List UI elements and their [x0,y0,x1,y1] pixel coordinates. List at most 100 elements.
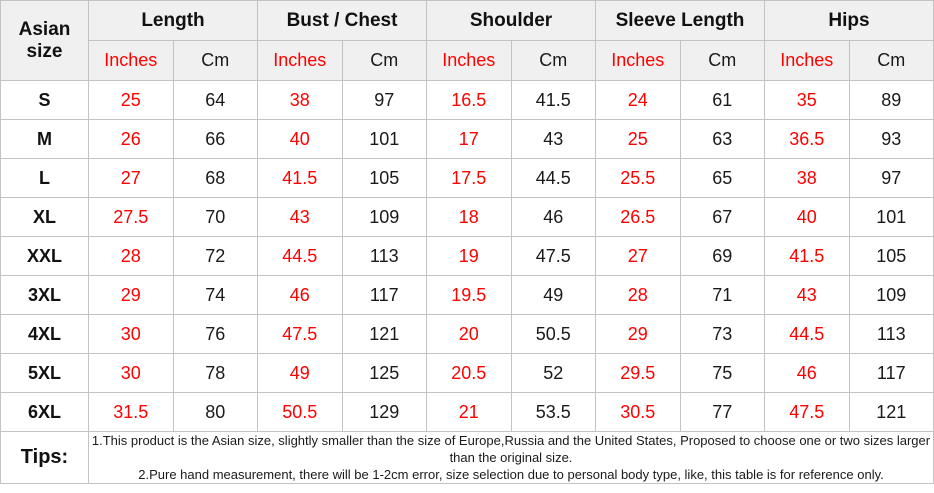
size-label: 4XL [0,314,89,354]
unit-header-hips-inches: Inches [764,40,850,81]
group-header-sleeve-length: Sleeve Length [595,0,765,41]
cm-value-cell: 73 [679,314,765,354]
cm-value-cell: 129 [341,392,427,432]
table-row: 6XL 31.5 80 50.5 129 21 53.5 30.5 77 47.5 121 [0,392,934,432]
inches-value-cell: 19 [426,236,512,276]
table-row: 4XL 30 76 47.5 121 20 50.5 29 73 44.5 113 [0,314,934,354]
unit-header-bust-cm: Cm [341,40,427,81]
inches-value-cell: 24 [595,80,681,120]
cm-value-cell: 125 [341,353,427,393]
table-row: XXL 28 72 44.5 113 19 47.5 27 69 41.5 105 [0,236,934,276]
inches-value-cell: 46 [764,353,850,393]
unit-header-length-inches: Inches [88,40,174,81]
table-row: L 27 68 41.5 105 17.5 44.5 25.5 65 38 97 [0,158,934,198]
unit-header-length-cm: Cm [172,40,258,81]
inches-value-cell: 40 [764,197,850,237]
size-label: 3XL [0,275,89,315]
size-label: XXL [0,236,89,276]
cm-value-cell: 117 [848,353,934,393]
cm-value-cell: 50.5 [510,314,596,354]
inches-value-cell: 25.5 [595,158,681,198]
inches-value-cell: 46 [257,275,343,315]
cm-value-cell: 75 [679,353,765,393]
cm-value-cell: 66 [172,119,258,159]
group-header-shoulder: Shoulder [426,0,596,41]
inches-value-cell: 40 [257,119,343,159]
inches-value-cell: 27 [595,236,681,276]
tips-section: Tips: 1.This product is the Asian size, … [0,431,934,484]
inches-value-cell: 44.5 [764,314,850,354]
unit-header-sleeve-cm: Cm [679,40,765,81]
inches-value-cell: 41.5 [764,236,850,276]
inches-value-cell: 28 [88,236,174,276]
table-header: Asian size Length Bust / Chest Shoulder … [0,0,934,81]
cm-value-cell: 46 [510,197,596,237]
inches-value-cell: 49 [257,353,343,393]
cm-value-cell: 74 [172,275,258,315]
cm-value-cell: 71 [679,275,765,315]
unit-header-bust-inches: Inches [257,40,343,81]
inches-value-cell: 43 [764,275,850,315]
cm-value-cell: 105 [848,236,934,276]
cm-value-cell: 63 [679,119,765,159]
unit-header-shoulder-cm: Cm [510,40,596,81]
inches-value-cell: 29 [88,275,174,315]
inches-value-cell: 17 [426,119,512,159]
cm-value-cell: 76 [172,314,258,354]
cm-value-cell: 117 [341,275,427,315]
corner-header-asian-size: Asian size [0,0,89,81]
inches-value-cell: 30 [88,314,174,354]
inches-value-cell: 28 [595,275,681,315]
table-row: XL 27.5 70 43 109 18 46 26.5 67 40 101 [0,197,934,237]
cm-value-cell: 61 [679,80,765,120]
group-header-row: Asian size Length Bust / Chest Shoulder … [0,0,934,81]
table-row: S 25 64 38 97 16.5 41.5 24 61 35 89 [0,80,934,120]
cm-value-cell: 105 [341,158,427,198]
cm-value-cell: 52 [510,353,596,393]
inches-value-cell: 30 [88,353,174,393]
inches-value-cell: 38 [257,80,343,120]
tips-label: Tips: [0,431,89,484]
cm-value-cell: 97 [848,158,934,198]
cm-value-cell: 121 [341,314,427,354]
cm-value-cell: 97 [341,80,427,120]
cm-value-cell: 68 [172,158,258,198]
cm-value-cell: 109 [848,275,934,315]
cm-value-cell: 53.5 [510,392,596,432]
cm-value-cell: 72 [172,236,258,276]
size-label: M [0,119,89,159]
size-label: XL [0,197,89,237]
inches-value-cell: 47.5 [257,314,343,354]
inches-value-cell: 30.5 [595,392,681,432]
cm-value-cell: 44.5 [510,158,596,198]
cm-value-cell: 89 [848,80,934,120]
cm-value-cell: 49 [510,275,596,315]
group-header-bust-chest: Bust / Chest [257,0,427,41]
inches-value-cell: 27.5 [88,197,174,237]
inches-value-cell: 20 [426,314,512,354]
cm-value-cell: 113 [341,236,427,276]
table-row: 3XL 29 74 46 117 19.5 49 28 71 43 109 [0,275,934,315]
group-header-length: Length [88,0,258,41]
cm-value-cell: 64 [172,80,258,120]
cm-value-cell: 80 [172,392,258,432]
inches-value-cell: 36.5 [764,119,850,159]
inches-value-cell: 21 [426,392,512,432]
inches-value-cell: 20.5 [426,353,512,393]
inches-value-cell: 29 [595,314,681,354]
cm-value-cell: 113 [848,314,934,354]
cm-value-cell: 101 [341,119,427,159]
inches-value-cell: 18 [426,197,512,237]
inches-value-cell: 35 [764,80,850,120]
size-label: 5XL [0,353,89,393]
cm-value-cell: 93 [848,119,934,159]
cm-value-cell: 101 [848,197,934,237]
inches-value-cell: 26.5 [595,197,681,237]
tips-line-1: 1.This product is the Asian size, slight… [91,433,931,465]
tips-row: Tips: 1.This product is the Asian size, … [0,431,934,484]
inches-value-cell: 31.5 [88,392,174,432]
inches-value-cell: 19.5 [426,275,512,315]
inches-value-cell: 41.5 [257,158,343,198]
